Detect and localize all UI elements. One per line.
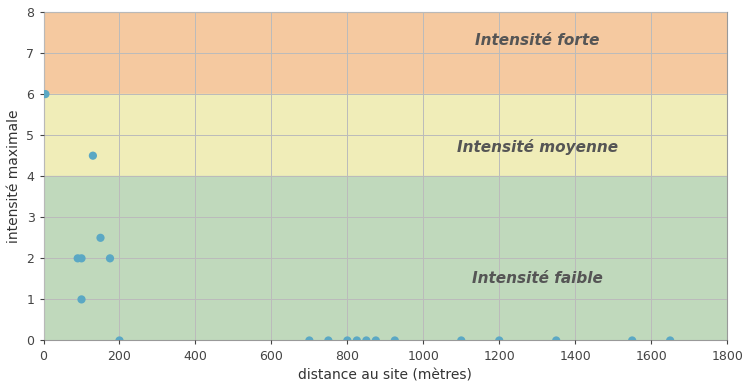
- Point: [76, 255, 88, 261]
- Point: [341, 337, 353, 343]
- Point: [76, 296, 88, 303]
- Point: [494, 337, 506, 343]
- Text: Intensité faible: Intensité faible: [472, 272, 603, 286]
- Bar: [44, 94, 727, 176]
- Point: [87, 152, 99, 159]
- Point: [388, 337, 400, 343]
- Text: Intensité forte: Intensité forte: [475, 33, 599, 48]
- Point: [72, 255, 84, 261]
- Point: [360, 337, 372, 343]
- Point: [550, 337, 562, 343]
- Point: [351, 337, 363, 343]
- Point: [664, 337, 676, 343]
- Y-axis label: intensité maximale: intensité maximale: [7, 109, 21, 243]
- Text: Intensité moyenne: Intensité moyenne: [457, 140, 618, 156]
- X-axis label: distance au site (mètres): distance au site (mètres): [298, 368, 472, 382]
- Point: [303, 337, 315, 343]
- Point: [626, 337, 638, 343]
- Bar: [44, 12, 727, 94]
- Point: [113, 337, 125, 343]
- Point: [40, 91, 52, 97]
- Point: [370, 337, 382, 343]
- Bar: [44, 176, 727, 340]
- Point: [455, 337, 467, 343]
- Point: [322, 337, 334, 343]
- Point: [104, 255, 116, 261]
- Point: [94, 235, 106, 241]
